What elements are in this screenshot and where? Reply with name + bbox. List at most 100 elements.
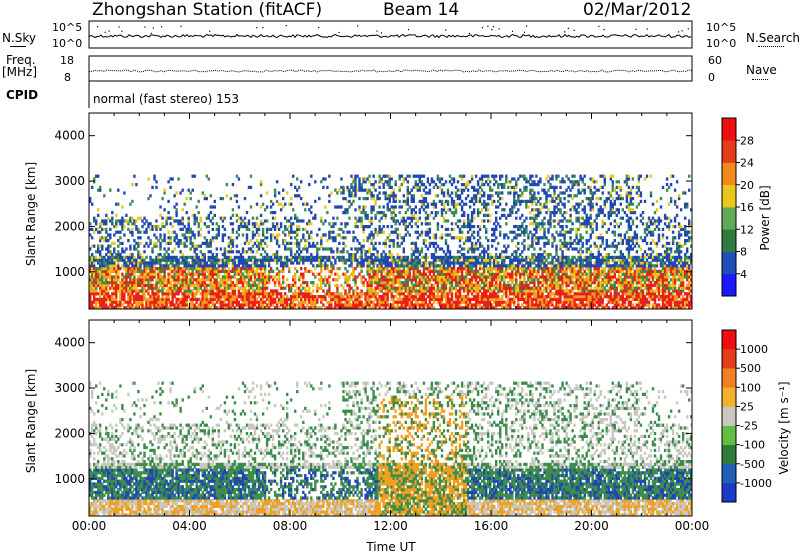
data-cell	[412, 269, 415, 273]
data-cell	[513, 289, 516, 293]
data-cell	[414, 267, 417, 271]
data-cell	[207, 283, 210, 287]
data-cell	[139, 297, 142, 301]
data-cell	[442, 306, 446, 310]
data-cell	[396, 241, 399, 245]
data-cell	[474, 286, 478, 290]
data-cell	[211, 227, 214, 231]
data-cell	[402, 219, 405, 223]
data-cell	[452, 286, 456, 290]
data-cell	[430, 292, 434, 296]
data-cell	[446, 227, 450, 231]
data-cell	[235, 281, 239, 285]
data-cell	[487, 289, 490, 293]
data-cell	[448, 258, 452, 262]
data-cell	[495, 211, 498, 215]
data-cell	[470, 211, 474, 215]
data-cell	[149, 295, 152, 299]
data-cell	[105, 222, 108, 226]
data-cell	[501, 185, 504, 189]
data-cell	[408, 289, 411, 293]
data-cell	[408, 258, 411, 262]
data-cell	[384, 283, 387, 287]
data-cell	[346, 306, 349, 310]
data-cell	[296, 216, 299, 220]
data-cell	[294, 278, 297, 282]
data-cell	[269, 295, 273, 299]
data-cell	[346, 208, 349, 212]
data-cell	[472, 250, 476, 254]
data-cell	[348, 292, 351, 296]
data-cell	[245, 258, 249, 262]
data-cell	[474, 295, 478, 299]
data-cell	[400, 297, 403, 301]
data-cell	[129, 297, 132, 301]
data-cell	[483, 278, 486, 282]
data-cell	[386, 275, 389, 279]
data-cell	[316, 297, 319, 301]
data-cell	[284, 303, 287, 307]
data-cell	[460, 253, 464, 257]
data-cell	[328, 233, 331, 237]
data-cell	[406, 255, 409, 259]
data-cell	[221, 303, 225, 307]
data-cell	[458, 255, 462, 259]
data-cell	[478, 191, 482, 195]
data-cell	[261, 233, 265, 237]
data-cell	[296, 230, 299, 234]
data-cell	[123, 283, 126, 287]
data-cell	[360, 292, 363, 296]
data-cell	[101, 275, 104, 279]
data-cell	[426, 205, 430, 209]
data-cell	[370, 306, 373, 310]
data-cell	[139, 264, 142, 268]
data-cell	[141, 292, 144, 296]
data-cell	[444, 275, 448, 279]
data-cell	[153, 258, 156, 262]
data-cell	[507, 283, 510, 287]
data-cell	[505, 250, 508, 254]
data-cell	[221, 275, 225, 279]
data-cell	[189, 272, 192, 276]
data-cell	[489, 306, 492, 310]
data-cell	[424, 303, 428, 307]
data-cell	[398, 222, 401, 226]
data-cell	[406, 199, 409, 203]
data-cell	[175, 278, 178, 282]
data-cell	[189, 283, 192, 287]
data-cell	[412, 258, 415, 262]
data-cell	[203, 261, 206, 265]
data-cell	[209, 239, 212, 243]
data-cell	[300, 295, 303, 299]
data-cell	[163, 188, 166, 192]
data-cell	[219, 306, 223, 310]
data-cell	[109, 278, 112, 282]
nsky-spike	[646, 28, 648, 30]
data-cell	[197, 211, 200, 215]
data-cell	[203, 236, 206, 240]
data-cell	[191, 269, 194, 273]
data-cell	[404, 258, 407, 262]
data-cell	[275, 253, 279, 257]
data-cell	[428, 191, 432, 195]
data-cell	[464, 225, 468, 229]
data-cell	[257, 303, 261, 307]
nsky-spike	[498, 28, 500, 30]
data-cell	[113, 281, 116, 285]
data-cell	[450, 255, 454, 259]
data-cell	[432, 264, 436, 268]
data-cell	[273, 292, 277, 296]
data-cell	[165, 261, 168, 265]
data-cell	[364, 216, 367, 220]
data-cell	[384, 180, 387, 184]
data-cell	[109, 244, 112, 248]
data-cell	[328, 199, 331, 203]
data-cell	[380, 227, 383, 231]
data-cell	[436, 272, 440, 276]
data-cell	[211, 255, 214, 259]
data-cell	[478, 264, 482, 268]
data-cell	[215, 222, 218, 226]
data-cell	[350, 194, 353, 198]
data-cell	[342, 272, 345, 276]
